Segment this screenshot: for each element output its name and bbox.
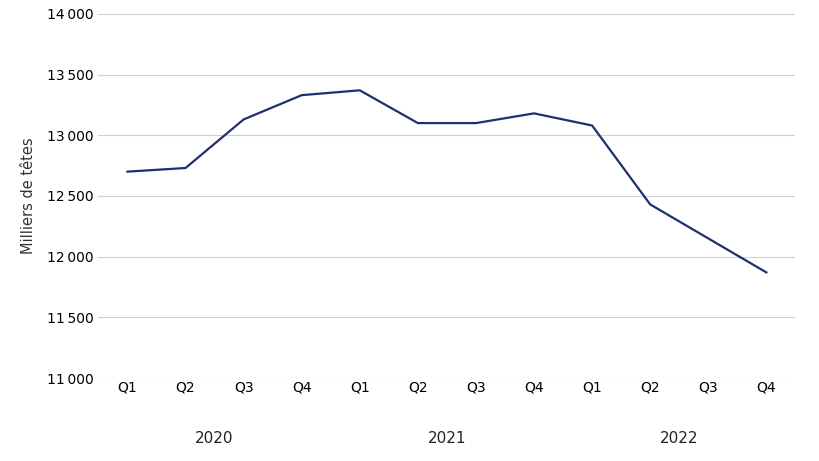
Text: 2022: 2022 [659,431,698,446]
Text: 2020: 2020 [195,431,233,446]
Text: 2021: 2021 [428,431,465,446]
Y-axis label: Milliers de têtes: Milliers de têtes [20,138,36,254]
